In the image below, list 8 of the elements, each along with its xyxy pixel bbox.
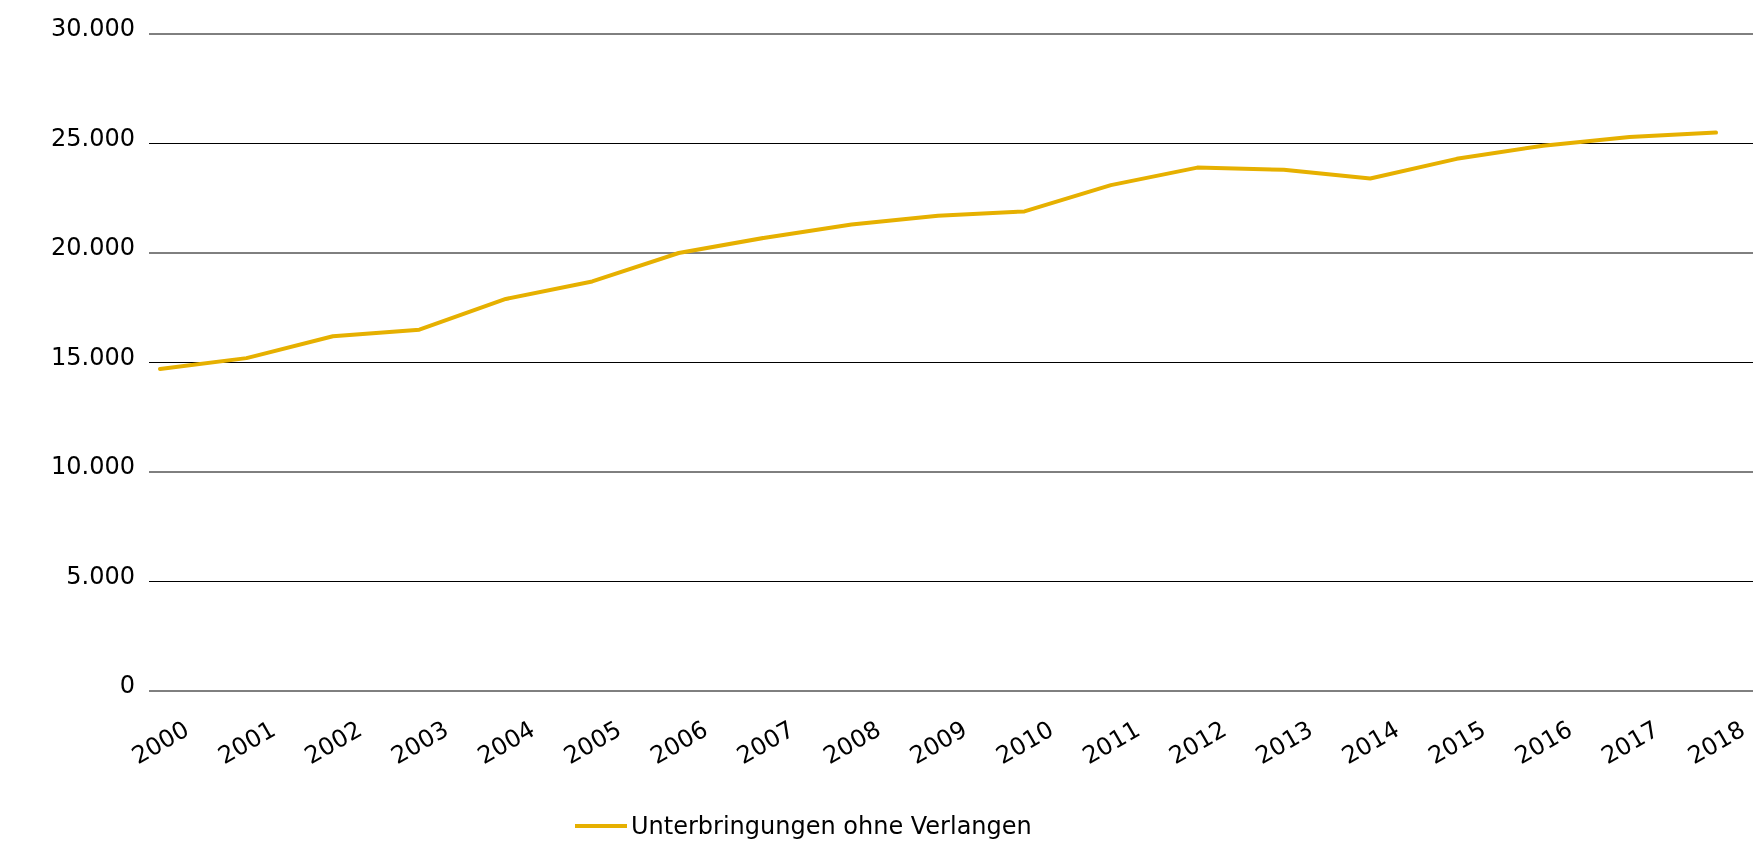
y-tick-label: 5.000 xyxy=(66,561,135,590)
y-tick-label: 25.000 xyxy=(51,123,135,152)
y-tick-label: 10.000 xyxy=(51,452,135,481)
y-tick-label: 0 xyxy=(119,671,135,700)
y-tick-label: 20.000 xyxy=(51,233,135,262)
y-tick-label: 30.000 xyxy=(51,14,135,43)
legend-label: Unterbringungen ohne Verlangen xyxy=(631,812,1032,840)
y-tick-label: 15.000 xyxy=(51,342,135,371)
